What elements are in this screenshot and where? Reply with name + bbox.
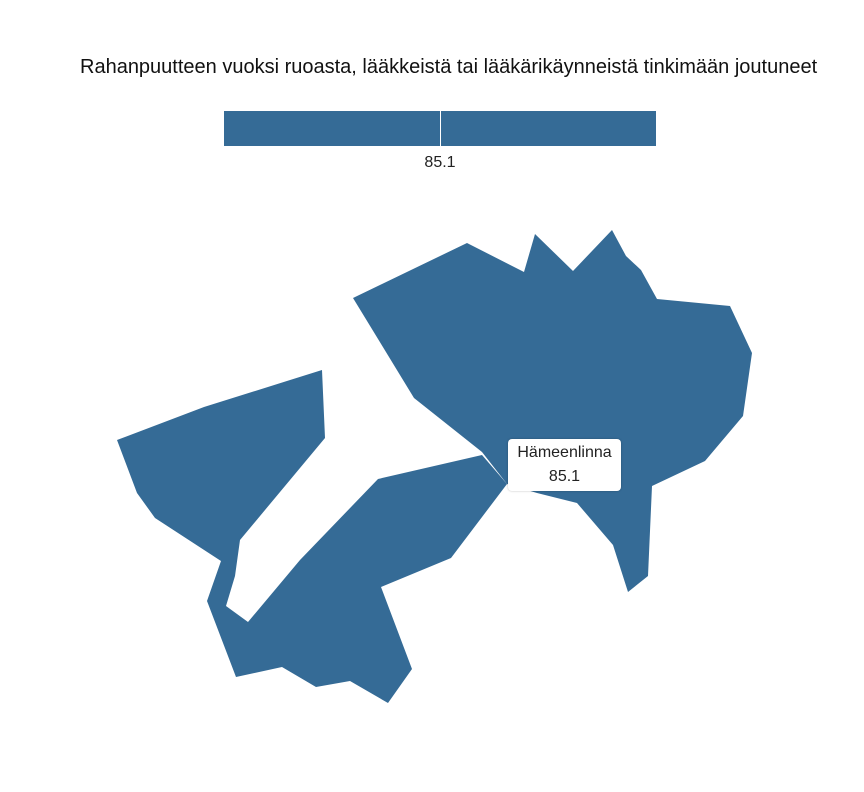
region-hameenlinna-south-part[interactable] — [117, 370, 507, 703]
legend-value-label: 85.1 — [424, 154, 456, 171]
legend-tick — [440, 111, 441, 151]
region-tooltip: Hämeenlinna 85.1 — [508, 439, 621, 491]
tooltip-region-name: Hämeenlinna — [517, 444, 612, 461]
region-hameenlinna-north-part[interactable] — [353, 230, 752, 592]
tooltip-region-value: 85.1 — [548, 468, 581, 485]
region-hameenlinna[interactable] — [117, 230, 752, 703]
map-title: Rahanpuutteen vuoksi ruoasta, lääkkeistä… — [80, 56, 818, 78]
